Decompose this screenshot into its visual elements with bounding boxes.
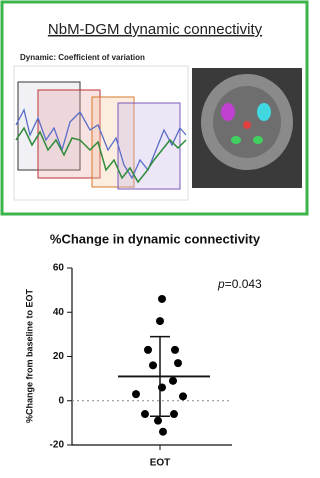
data-point bbox=[144, 346, 152, 354]
data-point bbox=[156, 317, 164, 325]
panel-subtitle: Dynamic: Coefficient of variation bbox=[20, 53, 145, 62]
y-tick-label: 40 bbox=[53, 307, 65, 318]
region bbox=[231, 136, 241, 144]
chart-title: %Change in dynamic connectivity bbox=[50, 231, 261, 246]
y-tick-label: 20 bbox=[53, 351, 65, 362]
y-axis-label: %Change from baseline to EOT bbox=[24, 288, 34, 423]
y-tick-label: 0 bbox=[58, 395, 64, 406]
window-box bbox=[118, 103, 180, 189]
data-point bbox=[158, 295, 166, 303]
data-point bbox=[149, 361, 157, 369]
data-point bbox=[179, 392, 187, 400]
annotation: p=0.043 bbox=[217, 277, 262, 291]
window-box bbox=[38, 90, 100, 178]
data-point bbox=[159, 428, 167, 436]
annotation-value: =0.043 bbox=[225, 277, 262, 291]
data-point bbox=[141, 410, 149, 418]
y-tick-label: 60 bbox=[53, 263, 65, 274]
data-point bbox=[174, 359, 182, 367]
data-point bbox=[170, 410, 178, 418]
x-tick-label: EOT bbox=[150, 458, 171, 469]
region bbox=[243, 121, 251, 129]
data-point bbox=[158, 383, 166, 391]
data-point bbox=[132, 390, 140, 398]
region bbox=[253, 136, 263, 144]
data-point bbox=[171, 346, 179, 354]
data-point bbox=[169, 377, 177, 385]
panel-title: NbM-DGM dynamic connectivity bbox=[48, 21, 263, 38]
y-tick-label: -20 bbox=[50, 440, 65, 451]
figure: NbM-DGM dynamic connectivity Dynamic: Co… bbox=[0, 0, 310, 473]
data-point bbox=[154, 417, 162, 425]
region bbox=[257, 103, 271, 121]
region bbox=[221, 103, 235, 121]
